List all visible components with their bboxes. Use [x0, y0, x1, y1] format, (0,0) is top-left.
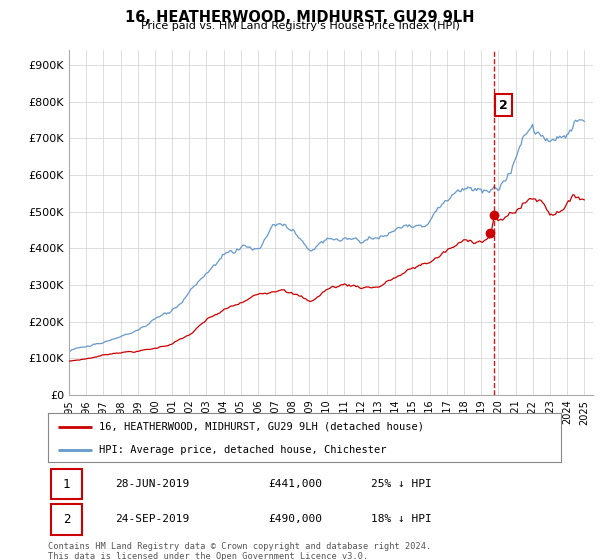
Text: £490,000: £490,000 — [269, 515, 323, 524]
Text: 18% ↓ HPI: 18% ↓ HPI — [371, 515, 432, 524]
Text: 25% ↓ HPI: 25% ↓ HPI — [371, 479, 432, 489]
Text: 16, HEATHERWOOD, MIDHURST, GU29 9LH (detached house): 16, HEATHERWOOD, MIDHURST, GU29 9LH (det… — [100, 422, 424, 432]
Text: HPI: Average price, detached house, Chichester: HPI: Average price, detached house, Chic… — [100, 445, 387, 455]
Text: 16, HEATHERWOOD, MIDHURST, GU29 9LH: 16, HEATHERWOOD, MIDHURST, GU29 9LH — [125, 10, 475, 25]
Text: Contains HM Land Registry data © Crown copyright and database right 2024.
This d: Contains HM Land Registry data © Crown c… — [48, 542, 431, 560]
Text: 2: 2 — [63, 513, 70, 526]
FancyBboxPatch shape — [50, 469, 82, 500]
Text: Price paid vs. HM Land Registry's House Price Index (HPI): Price paid vs. HM Land Registry's House … — [140, 21, 460, 31]
Text: 24-SEP-2019: 24-SEP-2019 — [115, 515, 189, 524]
FancyBboxPatch shape — [50, 504, 82, 535]
Text: 1: 1 — [63, 478, 70, 491]
Text: £441,000: £441,000 — [269, 479, 323, 489]
Text: 28-JUN-2019: 28-JUN-2019 — [115, 479, 189, 489]
Text: 2: 2 — [499, 99, 508, 112]
